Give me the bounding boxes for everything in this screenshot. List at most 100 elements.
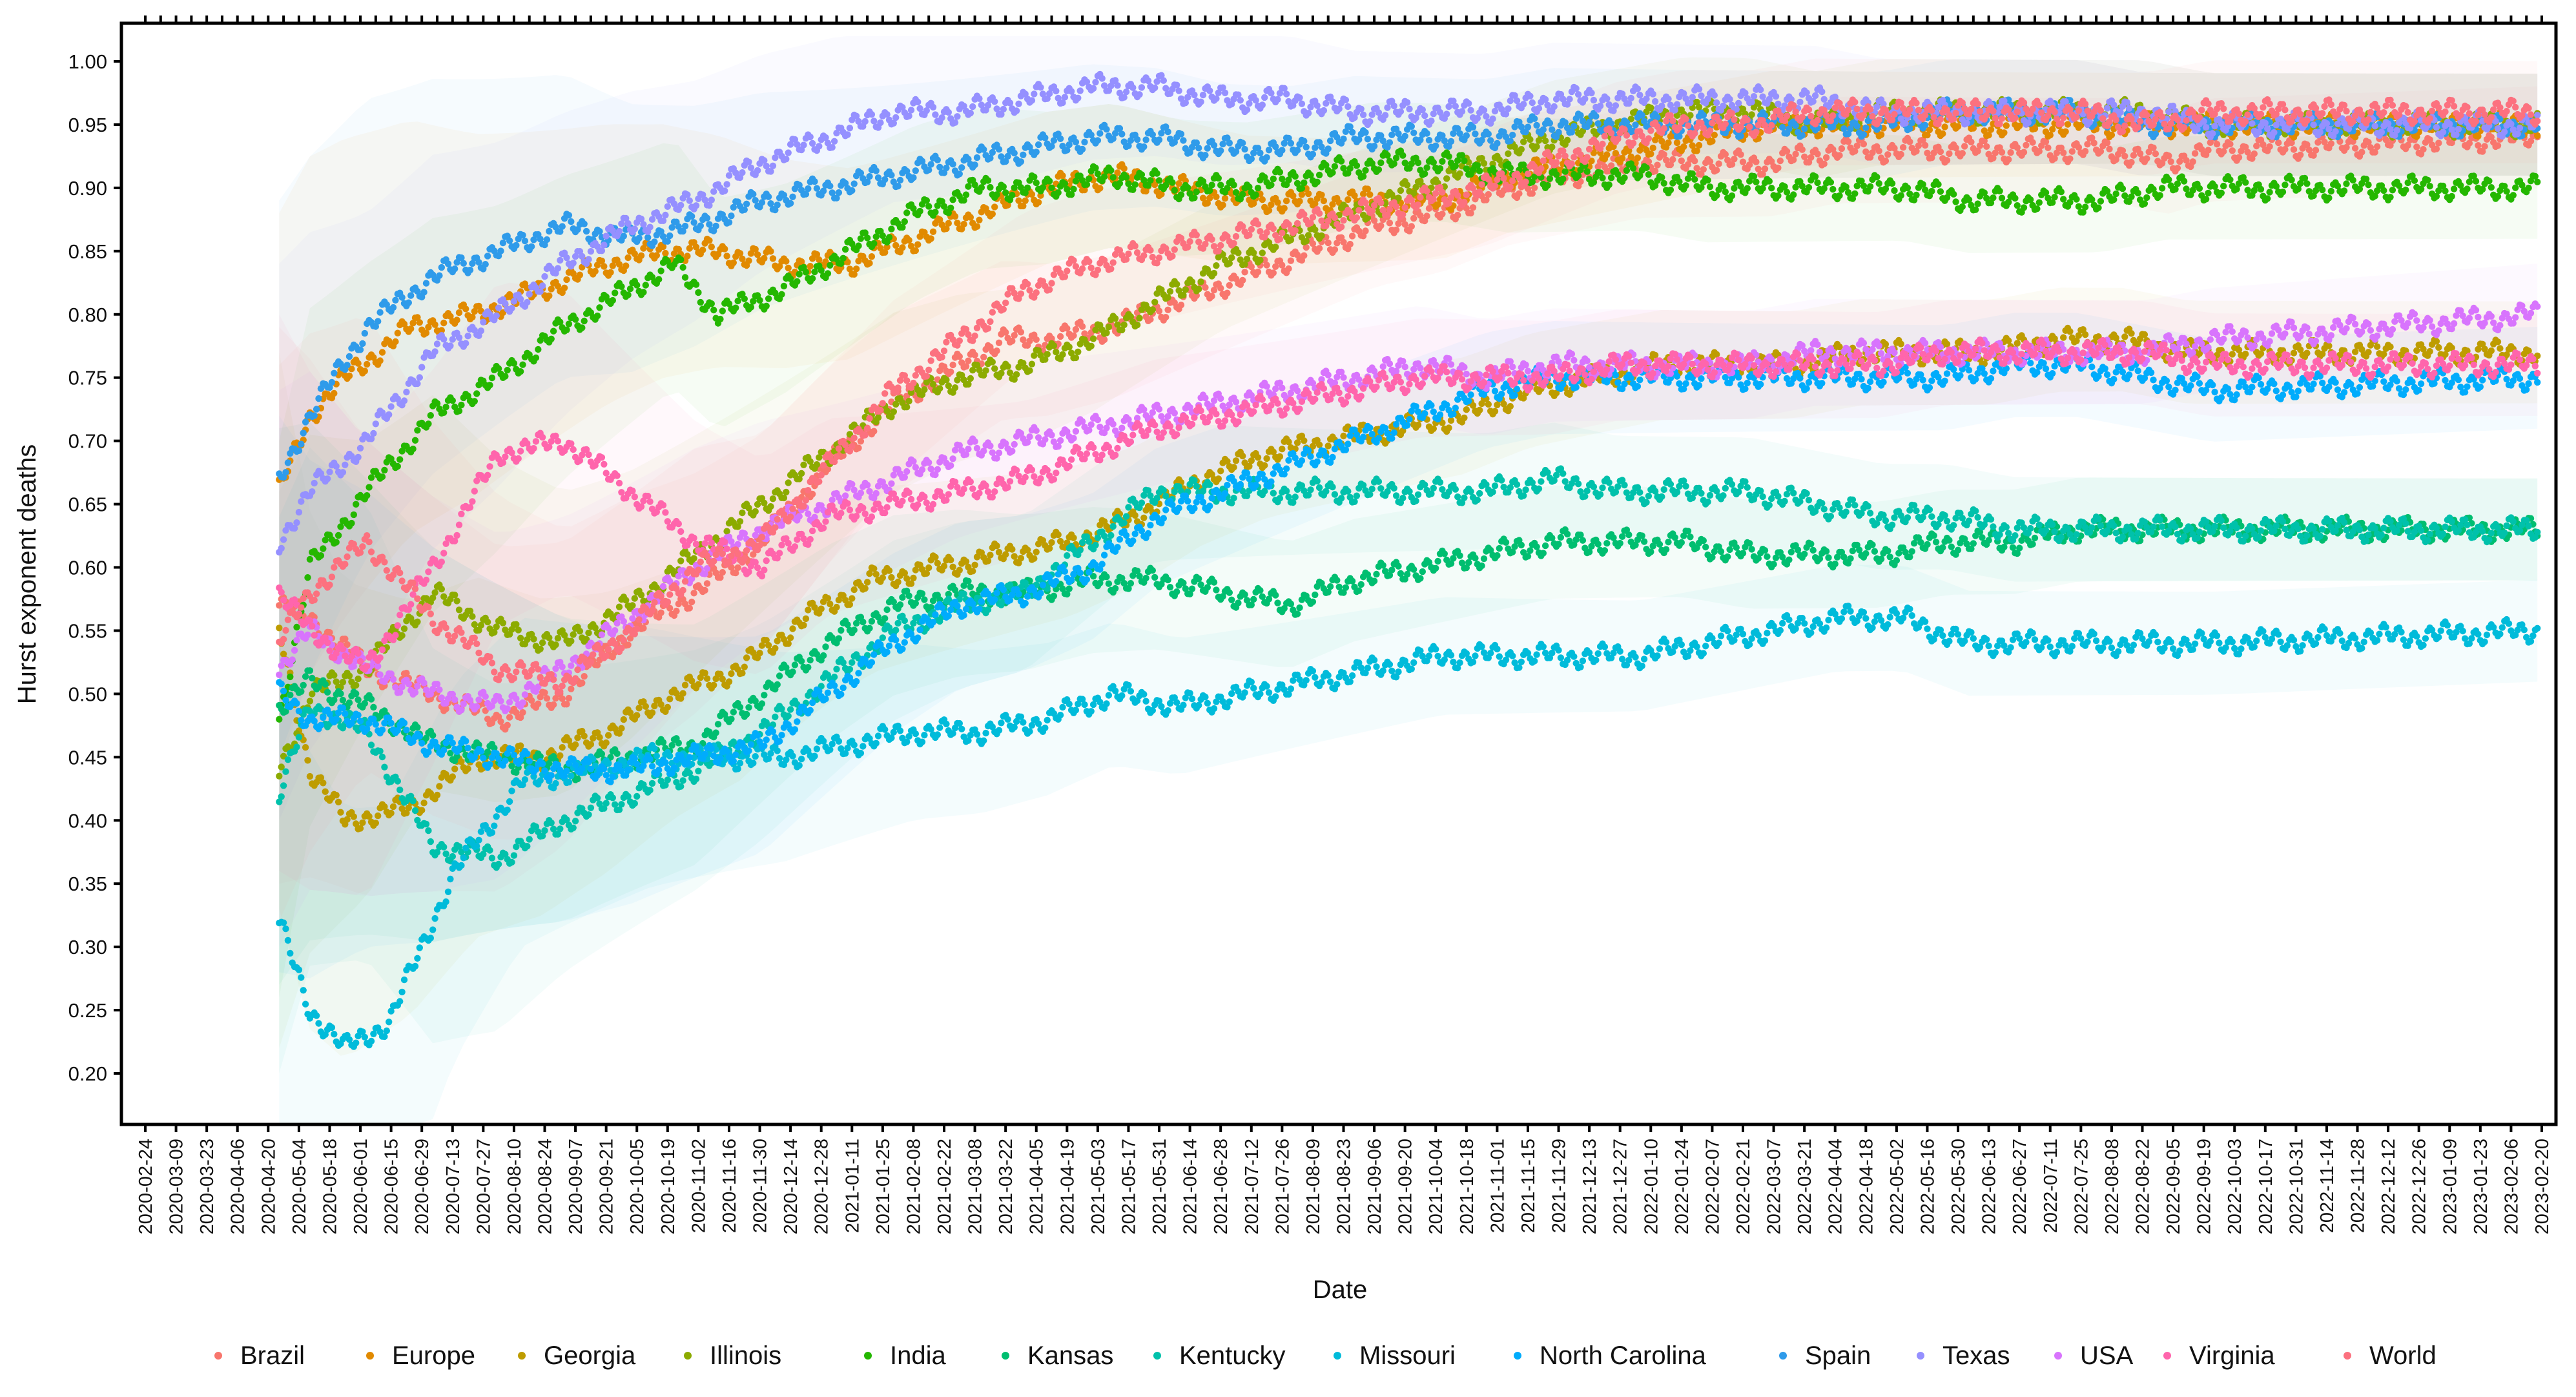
- data-point: [1605, 181, 1613, 189]
- data-point: [1304, 232, 1312, 239]
- data-point: [1314, 178, 1321, 185]
- data-point: [2183, 157, 2190, 164]
- data-point: [601, 263, 608, 270]
- data-point: [2275, 139, 2282, 147]
- data-point: [756, 650, 763, 657]
- data-point: [381, 466, 388, 474]
- data-point: [1974, 147, 1981, 155]
- data-point: [455, 309, 463, 316]
- data-point: [677, 256, 685, 264]
- data-point: [2189, 158, 2196, 165]
- data-point: [1463, 406, 1470, 413]
- data-point: [1814, 150, 1821, 158]
- data-point: [587, 741, 595, 748]
- data-point: [1199, 194, 1207, 202]
- data-point: [1276, 453, 1284, 460]
- data-point: [593, 312, 601, 320]
- data-point: [2165, 152, 2172, 160]
- data-point: [1362, 167, 1369, 174]
- data-point: [984, 177, 992, 184]
- data-point: [778, 291, 785, 298]
- data-point: [1520, 138, 1527, 145]
- data-point: [1070, 185, 1077, 192]
- data-point: [1937, 148, 1944, 156]
- data-point: [1274, 199, 1281, 206]
- data-point: [2488, 134, 2495, 141]
- data-point: [989, 211, 996, 218]
- data-point: [912, 247, 920, 254]
- data-point: [331, 672, 338, 679]
- data-point: [440, 319, 448, 327]
- data-point: [1002, 329, 1009, 336]
- data-point: [659, 243, 667, 251]
- data-point: [701, 586, 708, 594]
- data-point: [998, 369, 1005, 377]
- data-point: [563, 276, 570, 284]
- data-point: [537, 645, 544, 652]
- data-point: [1577, 178, 1584, 185]
- confidence-band: [279, 59, 2538, 758]
- data-point: [552, 641, 559, 648]
- data-point: [824, 595, 832, 602]
- data-point: [2351, 145, 2359, 152]
- confidence-band: [279, 102, 2538, 998]
- data-point: [849, 595, 856, 602]
- data-point: [741, 663, 748, 670]
- data-point: [581, 732, 588, 740]
- data-point: [1111, 315, 1119, 322]
- data-point: [1315, 171, 1323, 179]
- data-point: [1022, 197, 1029, 204]
- data-point: [1359, 191, 1367, 198]
- data-point: [1939, 130, 1946, 138]
- data-point: [568, 637, 575, 645]
- data-point: [789, 625, 796, 632]
- data-point: [692, 281, 700, 288]
- data-point: [785, 264, 792, 272]
- data-point: [2150, 144, 2157, 151]
- data-point: [1682, 182, 1689, 189]
- data-point: [951, 212, 959, 220]
- data-point: [1853, 142, 1860, 149]
- data-point: [1362, 227, 1369, 234]
- data-point: [353, 681, 360, 689]
- data-point: [1270, 269, 1277, 276]
- data-point: [1731, 156, 1738, 163]
- data-point: [618, 725, 625, 732]
- data-point: [734, 297, 741, 305]
- data-point: [888, 225, 895, 233]
- data-point: [1744, 185, 1751, 192]
- data-point: [927, 235, 934, 242]
- data-point: [1728, 192, 1736, 200]
- data-point: [736, 250, 744, 257]
- data-point: [824, 466, 832, 473]
- data-point: [1423, 212, 1430, 220]
- data-point: [2095, 204, 2102, 211]
- data-point: [1026, 337, 1033, 344]
- data-point: [987, 552, 994, 559]
- data-point: [1899, 144, 1907, 151]
- data-point: [721, 245, 728, 253]
- data-point: [2176, 158, 2183, 165]
- data-point: [1075, 348, 1082, 355]
- data-point: [306, 772, 314, 780]
- data-point: [1700, 166, 1707, 173]
- data-point: [1081, 186, 1088, 194]
- data-point: [1028, 360, 1036, 367]
- data-point: [657, 609, 665, 616]
- data-point: [1505, 150, 1512, 158]
- data-point: [1226, 282, 1233, 289]
- data-point: [609, 262, 616, 269]
- data-point: [422, 329, 430, 336]
- data-point: [2297, 151, 2304, 158]
- data-point: [642, 282, 649, 289]
- data-point: [739, 670, 746, 677]
- data-point: [1753, 178, 1760, 185]
- data-point: [2426, 347, 2433, 355]
- data-point: [962, 191, 970, 198]
- data-point: [1527, 136, 1534, 143]
- data-point: [1055, 531, 1062, 539]
- data-point: [965, 380, 972, 388]
- data-point: [2012, 194, 2019, 202]
- data-point: [449, 397, 456, 404]
- confidence-band: [279, 282, 2538, 895]
